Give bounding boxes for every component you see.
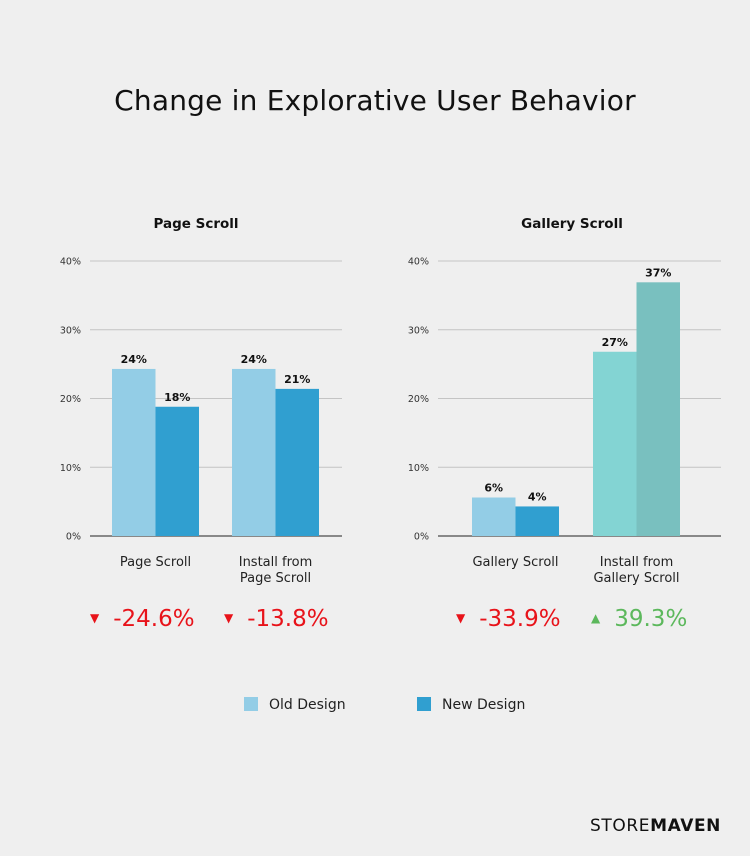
- y-tick-label: 20%: [60, 394, 81, 405]
- bar: [232, 368, 276, 536]
- panel-title: Page Scroll: [153, 216, 238, 232]
- data-label: 18%: [164, 391, 190, 404]
- logo-part-1: STORE: [589, 816, 651, 836]
- y-tick-label: 0%: [66, 532, 81, 543]
- x-tick-label: Gallery Scroll: [593, 571, 679, 586]
- change-value: -24.6%: [113, 606, 195, 632]
- data-label: 6%: [484, 482, 503, 495]
- legend-old-design: Old Design: [244, 697, 346, 713]
- y-tick-label: 10%: [60, 463, 81, 474]
- data-label: 21%: [284, 373, 310, 386]
- bar: [275, 388, 319, 536]
- change-value: 39.3%: [614, 606, 688, 632]
- change-page-scroll: ▼ -24.6%: [90, 606, 195, 632]
- legend-label: Old Design: [269, 697, 346, 713]
- bar: [636, 282, 680, 536]
- y-tick-label: 40%: [408, 257, 429, 268]
- chart-title: Change in Explorative User Behavior: [114, 84, 636, 117]
- y-tick-label: 0%: [414, 532, 429, 543]
- bar: [593, 351, 637, 536]
- up-triangle-icon: ▲: [591, 611, 601, 625]
- down-triangle-icon: ▼: [224, 611, 234, 625]
- data-label: 24%: [121, 353, 147, 366]
- legend-swatch-old: [244, 697, 258, 711]
- legend-swatch-new: [417, 697, 431, 711]
- y-tick-label: 20%: [408, 394, 429, 405]
- y-tick-label: 40%: [60, 257, 81, 268]
- y-tick-label: 10%: [408, 463, 429, 474]
- data-label: 37%: [645, 266, 671, 279]
- panel-title: Gallery Scroll: [521, 216, 623, 232]
- change-gallery-scroll: ▼ -33.9%: [456, 606, 561, 632]
- legend-new-design: New Design: [417, 697, 525, 713]
- change-install-page-scroll: ▼ -13.8%: [224, 606, 329, 632]
- x-tick-label: Install from: [600, 555, 674, 570]
- change-install-gallery-scroll: ▲ 39.3%: [591, 606, 687, 632]
- data-label: 27%: [602, 336, 628, 349]
- bar: [155, 406, 199, 536]
- x-tick-label: Gallery Scroll: [472, 555, 558, 570]
- x-tick-label: Page Scroll: [120, 555, 191, 570]
- x-tick-label: Page Scroll: [240, 571, 311, 586]
- logo-part-2: MAVEN: [650, 816, 721, 836]
- bar: [515, 506, 559, 536]
- x-tick-label: Install from: [239, 555, 313, 570]
- data-label: 24%: [241, 353, 267, 366]
- bar: [472, 497, 516, 536]
- y-tick-label: 30%: [60, 325, 81, 336]
- data-label: 4%: [528, 490, 547, 503]
- y-tick-label: 30%: [408, 325, 429, 336]
- change-value: -33.9%: [479, 606, 561, 632]
- legend-label: New Design: [442, 697, 526, 713]
- change-value: -13.8%: [247, 606, 329, 632]
- storemaven-logo: STOREMAVEN: [590, 816, 721, 836]
- down-triangle-icon: ▼: [456, 611, 466, 625]
- down-triangle-icon: ▼: [90, 611, 100, 625]
- bar: [112, 368, 156, 536]
